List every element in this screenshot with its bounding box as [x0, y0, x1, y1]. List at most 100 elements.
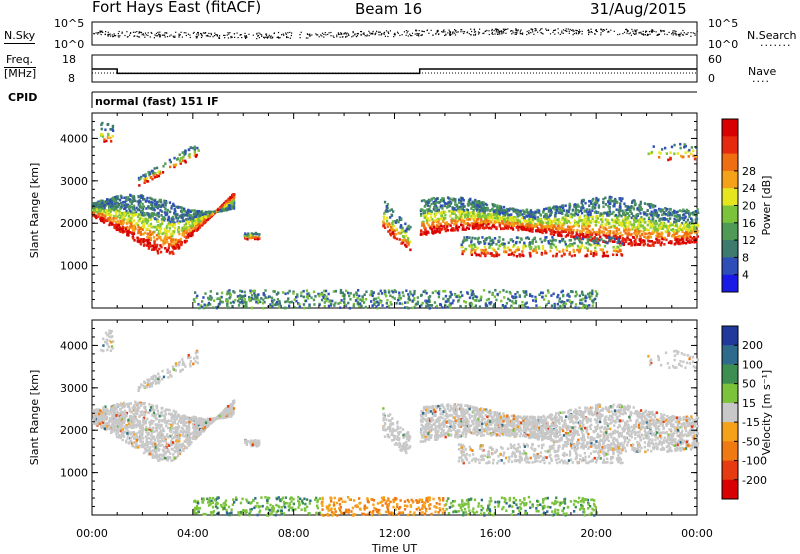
noise-point	[541, 28, 543, 30]
power-echo-cell	[622, 213, 625, 216]
noise-point	[372, 33, 374, 35]
power-echo-cell	[535, 251, 538, 254]
power-echo-cell	[661, 223, 664, 226]
noise-point	[245, 37, 247, 39]
power-echo-cell	[638, 219, 641, 222]
power-echo-cell	[169, 235, 172, 239]
noise-point	[635, 31, 637, 33]
noise-point	[216, 34, 218, 36]
power-echo-cell	[581, 226, 584, 230]
noise-point	[405, 34, 407, 36]
power-echo-cell	[487, 213, 490, 217]
power-echo-cell	[616, 241, 619, 244]
power-echo-cell	[621, 242, 624, 246]
power-echo-cell	[181, 232, 184, 235]
power-echo-cell	[628, 214, 631, 217]
power-echo-cell	[665, 209, 668, 212]
power-echo-cell	[422, 222, 425, 226]
power-echo-cell	[145, 199, 148, 203]
power-echo-cell	[611, 236, 615, 240]
power-echo-cell	[605, 228, 608, 231]
power-echo-cell	[597, 206, 601, 209]
power-echo-cell	[148, 241, 151, 245]
power-echo-cell	[157, 226, 160, 229]
power-echo-cell	[436, 200, 439, 204]
power-echo-cell	[231, 206, 234, 210]
power-echo-cell	[638, 204, 641, 207]
power-echo-cell	[448, 209, 451, 213]
power-echo-cell	[151, 214, 154, 218]
power-echo-cell	[507, 213, 510, 217]
power-echo-cell	[493, 203, 496, 207]
power-echo-cell	[541, 231, 544, 235]
power-echo-cell	[547, 216, 550, 219]
noise-point	[672, 34, 674, 36]
noise-point	[505, 32, 507, 34]
power-echo-cell	[658, 221, 662, 225]
noise-point	[505, 28, 507, 30]
power-echo-cell	[144, 175, 147, 178]
power-echo-cell	[638, 226, 641, 230]
noise-point	[559, 33, 561, 35]
power-echo-cell	[692, 213, 695, 216]
power-echo-cell	[486, 218, 489, 222]
power-echo-cell	[156, 243, 159, 247]
power-echo-cell	[386, 203, 389, 206]
power-echo-cell	[551, 240, 554, 243]
power-echo-cell	[232, 205, 236, 209]
power-echo-cell	[602, 205, 605, 209]
power-echo-cell	[497, 210, 500, 214]
power-echo-cell	[589, 243, 592, 247]
power-echo-cell	[103, 204, 106, 207]
noise-point	[277, 36, 279, 38]
power-echo-cell	[470, 239, 473, 242]
power-echo-cell	[539, 230, 542, 233]
noise-point	[219, 35, 221, 37]
power-echo-cell	[383, 217, 386, 221]
power-echo-cell	[109, 210, 112, 213]
power-echo-cell	[545, 230, 548, 233]
noise-point	[528, 33, 530, 35]
noise-point	[491, 31, 493, 34]
power-echo-cell	[610, 218, 614, 222]
power-echo-cell	[664, 213, 668, 216]
noise-point	[685, 33, 687, 35]
power-echo-cell	[608, 239, 611, 242]
noise-point	[343, 32, 345, 34]
power-echo-cell	[583, 246, 586, 250]
power-echo-cell	[644, 232, 647, 235]
power-echo-cell	[567, 231, 570, 234]
power-echo-cell	[159, 223, 162, 226]
power-echo-cell	[580, 237, 583, 241]
power-echo-cell	[101, 215, 104, 218]
noise-point	[357, 32, 359, 35]
power-echo-cell	[422, 231, 425, 234]
noise-point	[147, 34, 149, 37]
noise-point	[675, 34, 677, 36]
power-echo-cell	[565, 228, 568, 231]
noise-point	[655, 31, 657, 33]
noise-point	[204, 32, 206, 34]
power-echo-cell	[615, 253, 618, 257]
power-echo-cell	[612, 245, 615, 249]
noise-point	[132, 31, 135, 33]
power-echo-cell	[623, 229, 626, 233]
noise-point	[545, 28, 547, 30]
power-echo-cell	[596, 199, 600, 202]
noise-point	[438, 33, 440, 36]
power-echo-cell	[247, 235, 250, 238]
power-echo-cell	[517, 236, 520, 240]
power-echo-cell	[591, 209, 594, 212]
power-echo-cell	[249, 234, 252, 237]
power-echo-cell	[586, 247, 589, 251]
power-echo-cell	[653, 209, 656, 212]
power-echo-cell	[407, 227, 411, 231]
power-echo-cell	[137, 213, 141, 216]
noise-point	[690, 35, 692, 37]
power-echo-cell	[427, 223, 430, 227]
power-echo-cell	[682, 227, 685, 231]
power-echo-cell	[503, 214, 507, 217]
noise-point	[415, 29, 417, 31]
power-echo-cell	[541, 222, 544, 225]
noise-point	[161, 34, 163, 36]
